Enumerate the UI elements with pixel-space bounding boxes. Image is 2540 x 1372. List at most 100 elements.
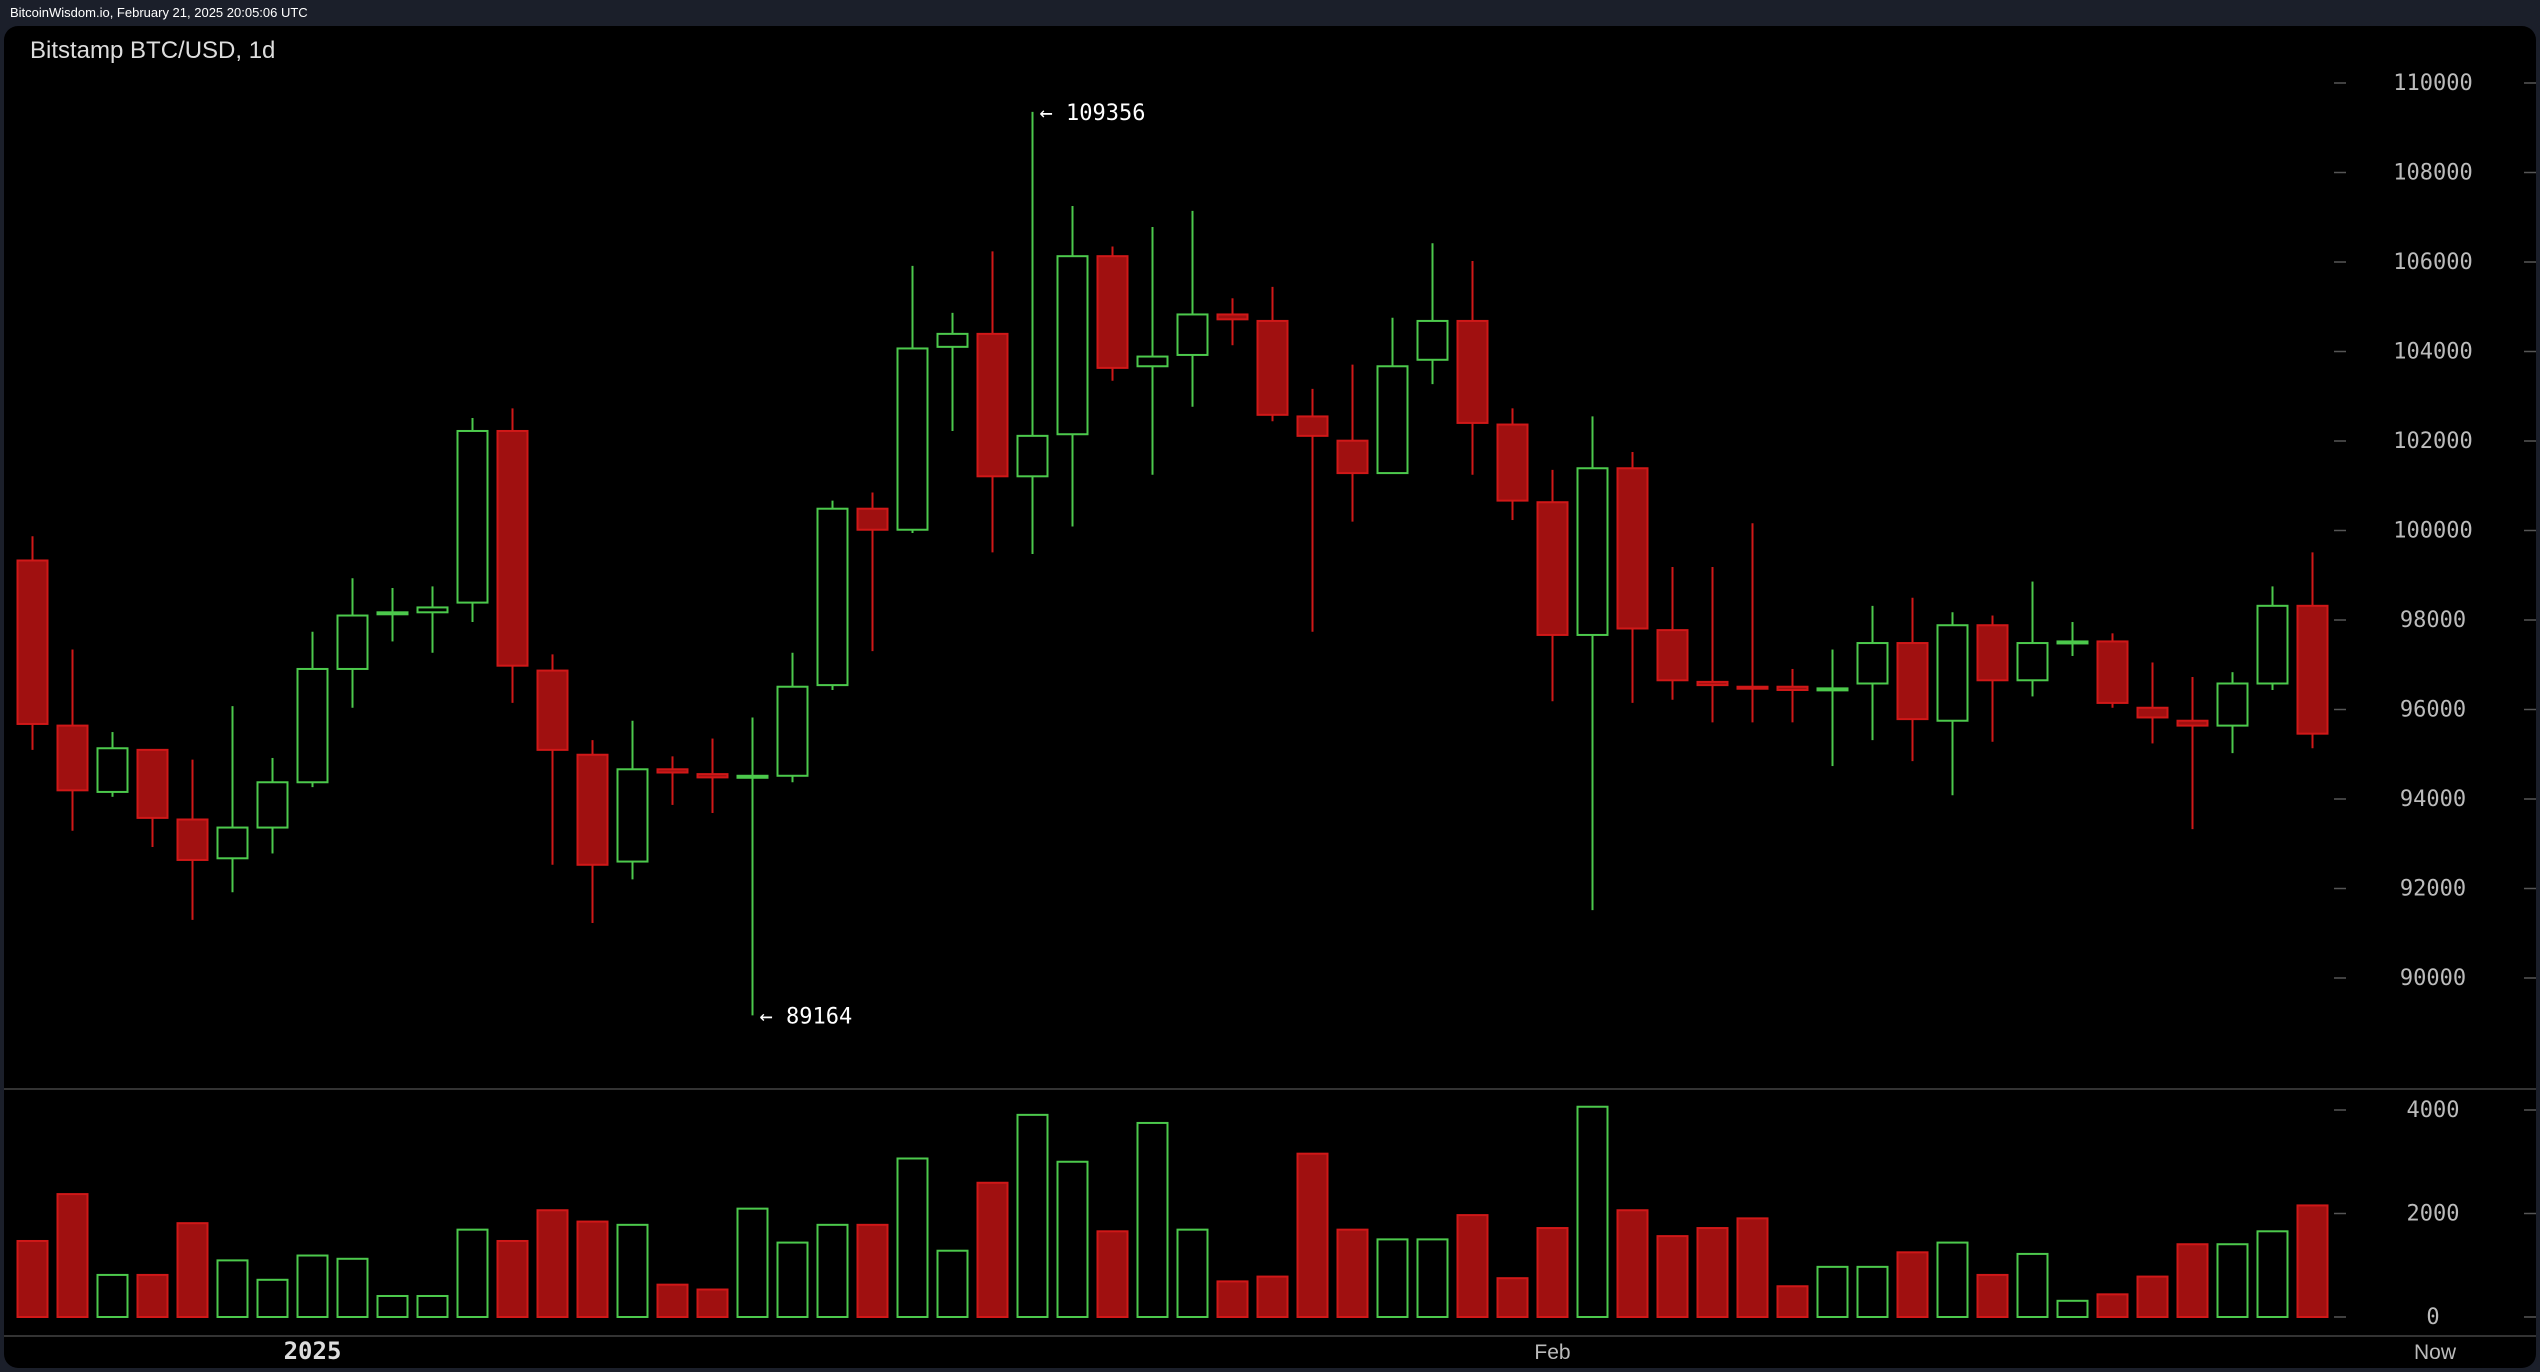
- volume-bar: [816, 1223, 849, 1318]
- volume-bar: [1616, 1209, 1649, 1318]
- volume-bar: [2256, 1230, 2289, 1318]
- candle-down: [136, 748, 169, 819]
- volume-bar: [1416, 1238, 1449, 1318]
- volume-bar: [176, 1222, 209, 1318]
- volume-bar: [1816, 1265, 1849, 1318]
- candle-down: [16, 559, 49, 725]
- volume-bar: [136, 1273, 169, 1318]
- volume-bar: [2136, 1275, 2169, 1319]
- candle-up: [256, 781, 289, 829]
- volume-bar: [1976, 1273, 2009, 1318]
- candle-up: [416, 606, 449, 614]
- candle-down: [1096, 255, 1129, 369]
- volume-bar: [96, 1273, 129, 1318]
- volume-bar: [2216, 1243, 2249, 1318]
- candle-down: [976, 332, 1009, 478]
- candle-down: [1976, 624, 2009, 682]
- volume-bar: [576, 1220, 609, 1318]
- candle-up: [2016, 642, 2049, 682]
- candle-up: [616, 768, 649, 863]
- volume-bar: [416, 1294, 449, 1319]
- volume-bar: [1696, 1227, 1729, 1318]
- candle-up: [1936, 624, 1969, 722]
- volume-bar: [1896, 1251, 1929, 1318]
- volume-bar: [1496, 1277, 1529, 1318]
- candle-down: [1736, 685, 1769, 690]
- price-tick-label: 106000: [2393, 250, 2472, 275]
- time-axis-label: 2025: [284, 1337, 342, 1365]
- candle-down: [2296, 604, 2329, 735]
- candle-up: [1016, 434, 1049, 478]
- candle-up: [1816, 687, 1849, 692]
- volume-bar: [1456, 1214, 1489, 1318]
- time-axis-label: Feb: [1534, 1341, 1570, 1364]
- candle-down: [576, 753, 609, 866]
- chart-panel: 110000 108000 106000 104000 102000 100000 9800…: [4, 26, 2536, 1368]
- candle-down: [656, 768, 689, 774]
- volume-bar: [2176, 1243, 2209, 1318]
- volume-bar: [56, 1193, 89, 1318]
- volume-bar: [1576, 1105, 1609, 1318]
- price-tick-label: 98000: [2400, 608, 2466, 633]
- candle-up: [216, 826, 249, 860]
- candle-down: [1616, 467, 1649, 630]
- candle-up: [296, 667, 329, 784]
- candle-up: [736, 774, 769, 779]
- candle-down: [696, 773, 729, 779]
- chart-title: Bitstamp BTC/USD, 1d: [30, 37, 276, 64]
- candle-up: [1056, 255, 1089, 436]
- candle-up: [2056, 640, 2089, 645]
- candle-down: [2096, 640, 2129, 704]
- volume-bar: [1776, 1285, 1809, 1318]
- volume-bar: [1136, 1121, 1169, 1318]
- volume-tick-label: 2000: [2407, 1202, 2460, 1227]
- candle-down: [856, 507, 889, 531]
- volume-bar: [2296, 1204, 2329, 1318]
- candle-up: [96, 747, 129, 793]
- volume-bar: [1936, 1241, 1969, 1318]
- volume-bar: [2016, 1252, 2049, 1318]
- top-bar: BitcoinWisdom.io, February 21, 2025 20:0…: [0, 0, 2540, 25]
- candle-up: [776, 685, 809, 777]
- volume-bar: [336, 1257, 369, 1318]
- candle-up: [1136, 355, 1169, 368]
- price-tick-label: 96000: [2400, 698, 2466, 723]
- volume-bar: [1736, 1217, 1769, 1318]
- candle-up: [1176, 313, 1209, 356]
- volume-bar: [1856, 1265, 1889, 1318]
- volume-bar: [1536, 1227, 1569, 1318]
- source-timestamp: BitcoinWisdom.io, February 21, 2025 20:0…: [10, 5, 308, 20]
- price-tick-label: 90000: [2400, 966, 2466, 991]
- candle-down: [1696, 680, 1729, 687]
- candle-up: [936, 332, 969, 348]
- candle-down: [176, 818, 209, 861]
- candle-down: [1776, 685, 1809, 691]
- volume-tick-label: 4000: [2407, 1098, 2460, 1123]
- volume-bar: [1016, 1113, 1049, 1318]
- price-tick-label: 100000: [2393, 519, 2472, 544]
- volume-bar: [296, 1254, 329, 1318]
- time-axis-label: Now: [2414, 1341, 2457, 1364]
- candle-down: [536, 669, 569, 751]
- volume-bar: [1336, 1228, 1369, 1318]
- volume-bar: [2056, 1299, 2089, 1318]
- candle-up: [1376, 365, 1409, 475]
- volume-bar: [1656, 1235, 1689, 1318]
- candle-up: [376, 611, 409, 616]
- volume-bar: [496, 1239, 529, 1318]
- volume-bar: [776, 1241, 809, 1318]
- price-tick-label: 110000: [2393, 71, 2472, 96]
- candle-down: [1536, 501, 1569, 636]
- volume-bar: [456, 1228, 489, 1318]
- volume-bar: [1376, 1238, 1409, 1318]
- volume-bar: [536, 1209, 569, 1318]
- candle-down: [1336, 439, 1369, 475]
- candlestick-chart: 110000 108000 106000 104000 102000 100000 9800…: [4, 71, 2536, 1365]
- volume-bar: [1216, 1280, 1249, 1318]
- candle-up: [1856, 642, 1889, 685]
- volume-bar: [1296, 1152, 1329, 1318]
- volume-bar: [976, 1181, 1009, 1318]
- candle-down: [1456, 319, 1489, 424]
- volume-bar: [1176, 1228, 1209, 1318]
- candle-up: [2256, 604, 2289, 685]
